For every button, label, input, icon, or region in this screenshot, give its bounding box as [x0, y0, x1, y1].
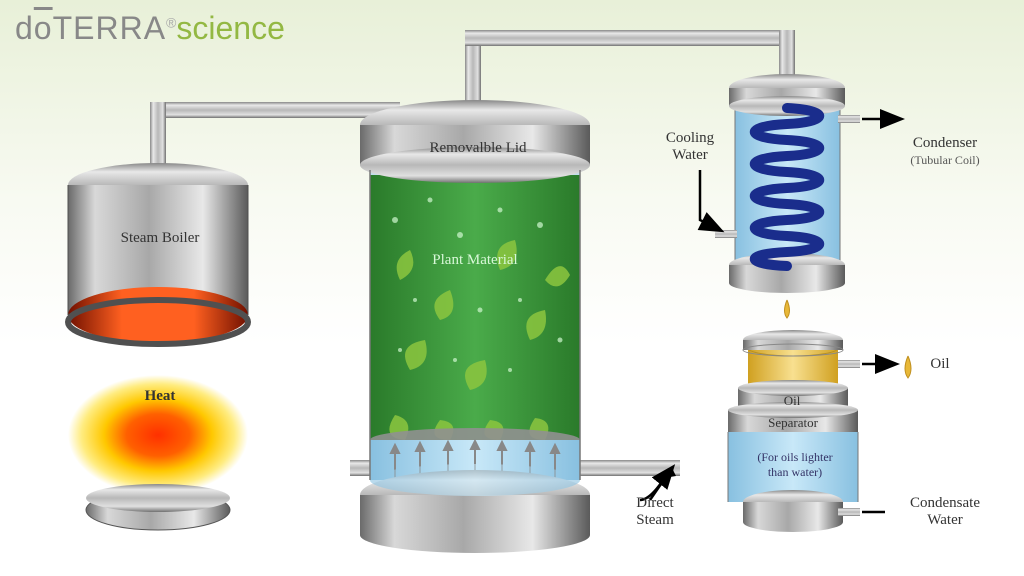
oil-label: Oil: [920, 356, 960, 373]
oil-icon: [905, 356, 911, 378]
steam-boiler-label: Steam Boiler: [115, 230, 205, 247]
condensate-water-label: Condensate Water: [890, 495, 1000, 529]
separator-sublabel: (For oils lighter than water): [745, 450, 845, 480]
separator: [728, 330, 860, 532]
condenser: [715, 74, 860, 318]
oil-drop-icon: [785, 300, 790, 318]
direct-steam-label: Direct Steam: [620, 495, 690, 529]
removable-lid-label: Removalble Lid: [418, 140, 538, 157]
steam-boiler: [68, 163, 248, 344]
heat-label: Heat: [135, 388, 185, 405]
plant-material-label: Plant Material: [420, 252, 530, 269]
oil-band-label: Oil: [772, 393, 812, 409]
plant-vessel: [360, 100, 590, 553]
cooling-water-label: Cooling Water: [655, 130, 725, 164]
condenser-label: Condenser (Tubular Coil): [885, 135, 1005, 169]
separator-label: Separator: [758, 415, 828, 431]
distillation-diagram: [0, 0, 1024, 576]
pipe-boiler-to-vessel: [150, 102, 400, 118]
pipe-top-horiz: [465, 30, 795, 46]
